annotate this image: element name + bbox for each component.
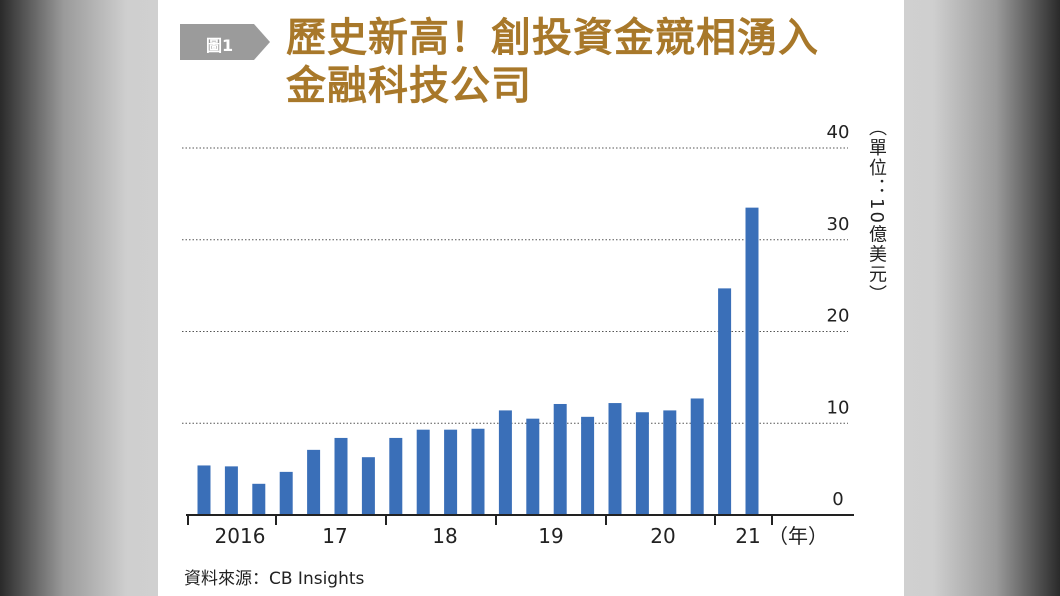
bar bbox=[389, 437, 403, 515]
bar bbox=[581, 416, 595, 515]
source-note: 資料來源：CB Insights bbox=[184, 569, 365, 589]
bar bbox=[718, 288, 732, 515]
x-tick-label: 20 bbox=[650, 524, 675, 548]
x-tick-label: 2016 bbox=[215, 524, 266, 548]
bar bbox=[526, 418, 540, 515]
y-tick-label: 20 bbox=[827, 306, 850, 327]
bar bbox=[416, 429, 430, 515]
y-tick-label: 0 bbox=[832, 489, 843, 510]
bar bbox=[745, 207, 759, 515]
bar bbox=[498, 410, 512, 515]
bar-chart: 0 10 20 30 40 2016 17 18 19 20 21 （年） bbox=[182, 122, 854, 548]
bar bbox=[663, 410, 677, 515]
chart-title-line1: 歷史新高！創投資金競相湧入 bbox=[286, 14, 819, 61]
bar bbox=[224, 466, 238, 515]
bar bbox=[334, 437, 348, 515]
chart-title: 歷史新高！創投資金競相湧入 金融科技公司 bbox=[286, 14, 886, 110]
y-tick-label: 10 bbox=[827, 397, 850, 418]
figure-tag-label: 圖1 bbox=[206, 36, 234, 55]
bar bbox=[690, 398, 704, 515]
bar bbox=[608, 403, 622, 515]
bar bbox=[471, 428, 485, 515]
x-tick-label: 17 bbox=[322, 524, 347, 548]
bar bbox=[635, 412, 649, 515]
figure-tag: 圖1 bbox=[180, 24, 270, 60]
bar bbox=[444, 429, 458, 515]
bar bbox=[279, 471, 293, 515]
bar bbox=[252, 483, 266, 515]
bar bbox=[197, 465, 211, 515]
x-tick-label: 21 bbox=[735, 524, 760, 548]
chart-card: 圖1 歷史新高！創投資金競相湧入 金融科技公司 0 10 20 30 40 2016 17 1… bbox=[158, 0, 904, 596]
unit-note: （單位：10億美元） bbox=[866, 118, 887, 305]
x-axis-unit-label: （年） bbox=[768, 524, 828, 548]
y-tick-label: 40 bbox=[827, 122, 850, 143]
x-tick-label: 18 bbox=[432, 524, 457, 548]
bar bbox=[361, 457, 375, 515]
x-tick-label: 19 bbox=[538, 524, 563, 548]
y-tick-label: 30 bbox=[827, 214, 850, 235]
bar bbox=[307, 449, 321, 515]
chart-title-line2: 金融科技公司 bbox=[286, 62, 532, 109]
figure-tag-arrow-icon bbox=[180, 24, 270, 60]
bar bbox=[553, 403, 567, 515]
